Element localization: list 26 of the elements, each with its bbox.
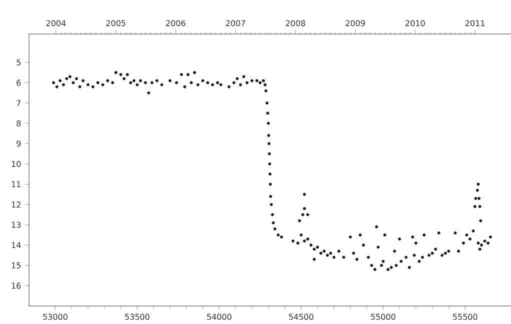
x2-tick-label: 2006 bbox=[166, 20, 186, 26]
y-tick-label: 15 bbox=[12, 262, 20, 268]
x-tick-label: 55000 bbox=[371, 314, 396, 320]
y-tick-label: 11 bbox=[12, 181, 20, 188]
y-tick-label: 10 bbox=[12, 160, 21, 167]
x2-tick-label: 2011 bbox=[465, 20, 485, 26]
y-tick-label: 12 bbox=[12, 202, 20, 208]
x-tick-label: 55500 bbox=[452, 314, 478, 320]
x2-tick-label: 2007 bbox=[226, 20, 246, 26]
y-tick-label: 7 bbox=[16, 100, 21, 106]
x-tick-label: 53500 bbox=[125, 314, 150, 320]
x2-tick-label: 2009 bbox=[346, 20, 365, 26]
y-tick-label: 13 bbox=[12, 222, 21, 228]
x2-tick-label: 2004 bbox=[46, 20, 66, 26]
y-tick-label: 8 bbox=[16, 120, 21, 126]
y-tick-label: 16 bbox=[12, 282, 21, 289]
x2-tick-label: 2008 bbox=[286, 20, 306, 26]
y-tick-label: 5 bbox=[16, 59, 20, 66]
x-tick-label: 53000 bbox=[43, 314, 68, 320]
x2-tick-label: 2005 bbox=[106, 20, 126, 26]
x-tick-label: 54500 bbox=[289, 314, 314, 320]
y-tick-label: 14 bbox=[12, 242, 21, 248]
x2-tick-label: 2010 bbox=[406, 20, 425, 26]
y-tick-label: 9 bbox=[16, 140, 21, 147]
x-tick-label: 54000 bbox=[207, 314, 232, 320]
y-tick-label: 6 bbox=[16, 80, 21, 86]
